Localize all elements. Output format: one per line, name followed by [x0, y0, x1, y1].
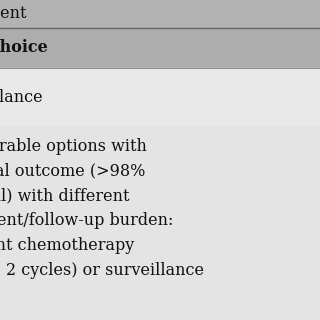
- Bar: [0, 28, 320, 68]
- Bar: [0, 0, 320, 28]
- Bar: [0, 126, 320, 320]
- Bar: [0, 68, 320, 126]
- Text: First choice: First choice: [0, 39, 48, 57]
- Text: Treatment: Treatment: [0, 5, 28, 22]
- Text: Comparable options with
the final outcome (>98%
survival) with different
treatme: Comparable options with the final outcom…: [0, 138, 204, 279]
- Text: Surveillance: Surveillance: [0, 89, 44, 106]
